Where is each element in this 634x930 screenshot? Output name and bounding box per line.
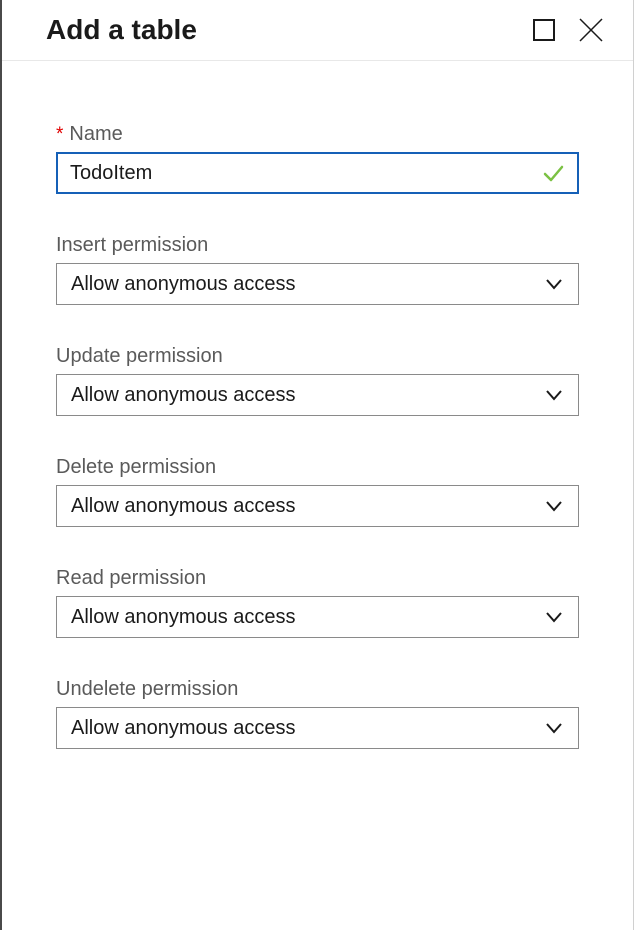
- required-asterisk: *: [56, 124, 63, 146]
- delete-permission-field: Delete permission Allow anonymous access: [56, 456, 579, 527]
- update-permission-select[interactable]: Allow anonymous access: [56, 374, 579, 416]
- field-label-row: Insert permission: [56, 234, 579, 257]
- panel-header: Add a table: [2, 0, 633, 61]
- update-permission-label: Update permission: [56, 345, 223, 368]
- chevron-down-icon: [544, 496, 564, 516]
- insert-permission-select[interactable]: Allow anonymous access: [56, 263, 579, 305]
- update-permission-field: Update permission Allow anonymous access: [56, 345, 579, 416]
- form-body: * Name Insert permission Allow anonymous…: [2, 61, 633, 749]
- select-value: Allow anonymous access: [71, 384, 544, 407]
- close-icon[interactable]: [577, 16, 605, 44]
- maximize-icon[interactable]: [533, 19, 555, 41]
- chevron-down-icon: [544, 718, 564, 738]
- select-value: Allow anonymous access: [71, 273, 544, 296]
- select-value: Allow anonymous access: [71, 606, 544, 629]
- name-input-wrapper[interactable]: [56, 152, 579, 194]
- field-label-row: Undelete permission: [56, 678, 579, 701]
- name-label-row: * Name: [56, 123, 579, 146]
- chevron-down-icon: [544, 274, 564, 294]
- delete-permission-select[interactable]: Allow anonymous access: [56, 485, 579, 527]
- name-label: Name: [69, 123, 122, 146]
- field-label-row: Read permission: [56, 567, 579, 590]
- read-permission-select[interactable]: Allow anonymous access: [56, 596, 579, 638]
- panel-title: Add a table: [46, 14, 533, 46]
- undelete-permission-select[interactable]: Allow anonymous access: [56, 707, 579, 749]
- read-permission-label: Read permission: [56, 567, 206, 590]
- insert-permission-field: Insert permission Allow anonymous access: [56, 234, 579, 305]
- delete-permission-label: Delete permission: [56, 456, 216, 479]
- chevron-down-icon: [544, 607, 564, 627]
- name-input[interactable]: [70, 154, 541, 192]
- header-actions: [533, 16, 605, 44]
- field-label-row: Delete permission: [56, 456, 579, 479]
- select-value: Allow anonymous access: [71, 717, 544, 740]
- undelete-permission-field: Undelete permission Allow anonymous acce…: [56, 678, 579, 749]
- insert-permission-label: Insert permission: [56, 234, 208, 257]
- select-value: Allow anonymous access: [71, 495, 544, 518]
- chevron-down-icon: [544, 385, 564, 405]
- field-label-row: Update permission: [56, 345, 579, 368]
- undelete-permission-label: Undelete permission: [56, 678, 238, 701]
- name-field: * Name: [56, 123, 579, 194]
- check-icon: [541, 161, 565, 185]
- read-permission-field: Read permission Allow anonymous access: [56, 567, 579, 638]
